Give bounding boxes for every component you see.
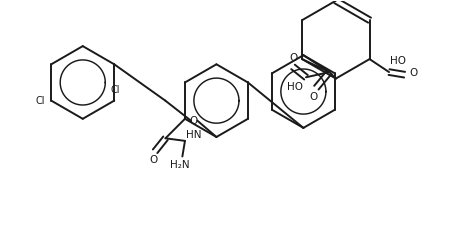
Text: HO: HO xyxy=(389,56,406,65)
Text: HO: HO xyxy=(287,83,303,93)
Text: HN: HN xyxy=(186,129,201,140)
Text: H₂N: H₂N xyxy=(169,160,189,170)
Text: O: O xyxy=(288,53,297,63)
Text: O: O xyxy=(149,155,158,165)
Text: Cl: Cl xyxy=(110,86,120,95)
Text: O: O xyxy=(409,68,417,78)
Text: O: O xyxy=(309,92,317,101)
Text: O: O xyxy=(189,116,197,126)
Text: Cl: Cl xyxy=(35,96,45,106)
